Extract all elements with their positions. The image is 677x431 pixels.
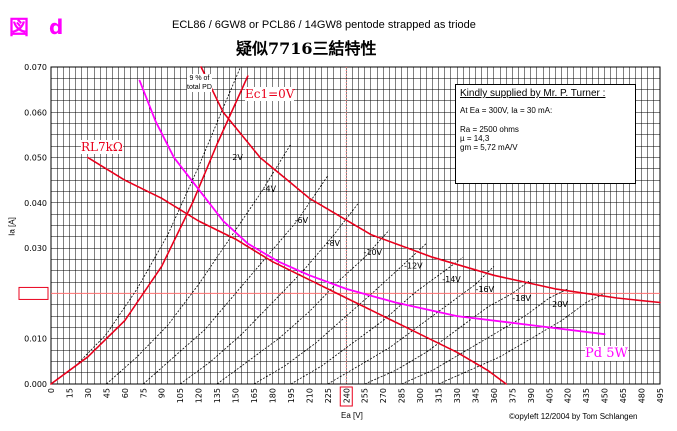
y-axis-label: Ia [A] <box>7 217 17 236</box>
info-box: Kindly supplied by Mr. P. Turner : At Ea… <box>455 84 636 184</box>
y-tick-label: 0.000 <box>24 380 47 389</box>
x-tick-label: 465 <box>619 388 628 403</box>
x-tick-label: 255 <box>361 388 370 403</box>
x-tick-label: 390 <box>527 388 536 403</box>
chart-subtitle: ECL86 / 6GW8 or PCL86 / 14GW8 pentode st… <box>172 19 476 31</box>
ec1-label: Ec1=0V <box>245 87 295 101</box>
grid-curve-label: -14V <box>442 275 461 284</box>
x-tick-label: 210 <box>305 388 314 403</box>
y-highlight-box <box>18 286 49 300</box>
info-heading: Kindly supplied by Mr. P. Turner : <box>460 88 606 99</box>
x-tick-label: 90 <box>158 388 167 398</box>
ec1-zero-line <box>50 75 249 385</box>
x-tick-label: 330 <box>453 388 462 403</box>
grid-curve-label: -10V <box>363 248 382 257</box>
grid-curve-label: -8V <box>327 239 341 248</box>
info-line-3: µ = 14,3 <box>460 134 490 143</box>
info-line-4: gm = 5,72 mA/V <box>460 143 518 152</box>
grid-curve--8V <box>216 229 390 385</box>
pd-5w-curve <box>138 79 606 336</box>
x-tick-label: 105 <box>176 388 185 403</box>
y-tick-label: 0.050 <box>24 154 47 163</box>
x-tick-label: 435 <box>582 388 591 403</box>
x-tick-label: 75 <box>139 388 148 398</box>
pd-limit-curve <box>200 66 661 304</box>
grid-curve-label: -12V <box>404 262 423 271</box>
y-tick-label: 0.070 <box>24 63 47 72</box>
pd-small-line-1: 9 % of <box>189 75 210 82</box>
x-tick-label: 495 <box>656 388 665 403</box>
x-tick-label: 195 <box>287 388 296 403</box>
x-tick-label: 165 <box>250 388 259 403</box>
grid-curve-label: -4V <box>263 185 277 194</box>
x-tick-label: 480 <box>638 388 647 403</box>
x-tick-label: 0 <box>47 388 56 393</box>
grid-curve--12V <box>290 256 464 385</box>
load-line <box>87 156 507 385</box>
y-tick-label: 0.040 <box>24 199 47 208</box>
copyright: ©opyleft 12/2004 by Tom Schlangen <box>509 412 638 421</box>
y-tick-label: 0.060 <box>24 108 47 117</box>
rl-label: RL7kΩ <box>81 140 123 154</box>
figure-label: 図 d <box>9 15 64 39</box>
x-tick-label: 45 <box>102 388 111 398</box>
x-tick-label: 180 <box>268 388 277 403</box>
grid-curve--18V <box>401 288 568 385</box>
x-tick-label: 15 <box>65 388 74 398</box>
x-tick-label: 60 <box>121 388 130 398</box>
x-tick-label: 450 <box>601 388 610 403</box>
x-tick-label: 150 <box>232 388 241 403</box>
pd-small-label: 9 % of total PD <box>187 74 212 92</box>
x-tick-label: 120 <box>195 388 204 403</box>
x-tick-label: 240 <box>342 388 351 403</box>
x-tick-label: 30 <box>84 388 93 398</box>
x-tick-label: 225 <box>324 388 333 403</box>
grid-curve-0V <box>50 66 241 385</box>
pd-5w-label: Pd 5W <box>585 346 628 361</box>
grid-curve-label: -2V <box>229 153 243 162</box>
x-tick-label: 315 <box>435 388 444 403</box>
x-tick-label: 375 <box>508 388 517 403</box>
x-highlight-box <box>339 386 353 407</box>
grid-curve-label: -16V <box>475 285 494 294</box>
x-tick-label: 360 <box>490 388 499 403</box>
grid-curve--20V <box>438 293 605 385</box>
grid-curve--14V <box>327 266 495 385</box>
grid-curve--2V <box>106 143 292 385</box>
x-tick-label: 135 <box>213 388 222 403</box>
grid-curve--6V <box>179 202 359 385</box>
grid-curve-label: -18V <box>512 294 531 303</box>
info-line-1: At Ea = 300V, Ia = 30 mA: <box>460 106 553 115</box>
x-tick-label: 270 <box>379 388 388 403</box>
grid-curve--10V <box>253 243 427 385</box>
chart-title: 疑似7716三結特性 <box>236 39 377 58</box>
grid-curve--4V <box>143 175 329 385</box>
y-tick-label: 0.010 <box>24 335 47 344</box>
grid-curve-label: -6V <box>295 216 309 225</box>
pd-small-line-2: total PD <box>187 84 212 91</box>
info-line-2: Ra = 2500 ohms <box>460 125 519 134</box>
grid-curve-label: -20V <box>549 300 568 309</box>
y-tick-label: 0.030 <box>24 244 47 253</box>
x-tick-label: 285 <box>398 388 407 403</box>
x-tick-label: 300 <box>416 388 425 403</box>
x-tick-label: 420 <box>564 388 573 403</box>
x-tick-label: 405 <box>545 388 554 403</box>
x-axis-label: Ea [V] <box>341 411 363 420</box>
x-tick-label: 345 <box>471 388 480 403</box>
